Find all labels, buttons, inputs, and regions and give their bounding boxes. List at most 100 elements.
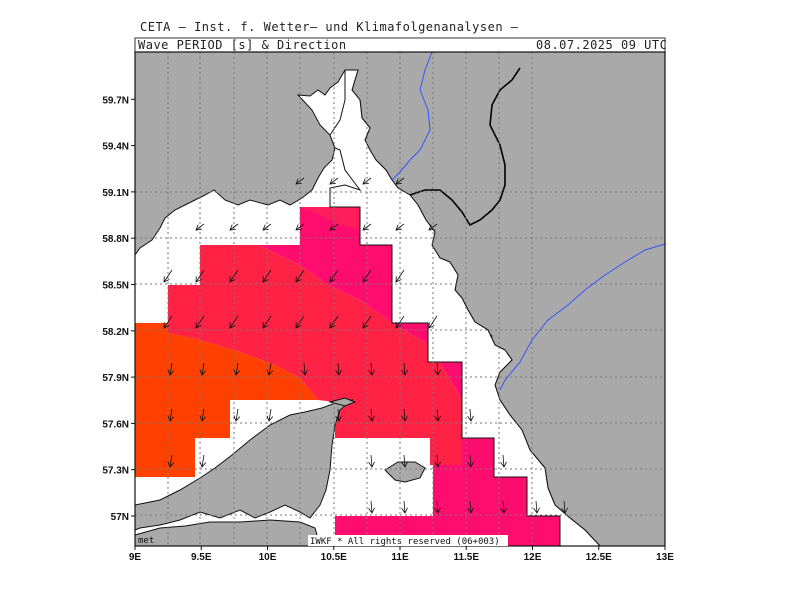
direction-arrow (335, 408, 342, 422)
direction-arrow (262, 269, 272, 283)
direction-arrow (395, 177, 405, 185)
header-frame (134, 37, 666, 53)
institute-title: CETA – Inst. f. Wetter– und Klimafolgena… (140, 20, 519, 34)
river-gota (499, 243, 666, 391)
x-tick-label: 9E (129, 552, 142, 563)
direction-arrow (199, 408, 207, 422)
direction-arrow (295, 315, 305, 329)
x-tick-label: 11E (391, 552, 409, 563)
direction-arrow (368, 408, 375, 422)
direction-arrow (262, 223, 272, 231)
direction-arrow (362, 269, 372, 283)
y-tick-label: 59.7N (102, 95, 129, 106)
direction-arrow (362, 177, 372, 185)
direction-arrow (229, 315, 239, 329)
y-tick-label: 57.3N (102, 466, 129, 477)
y-tick-label: 58.8N (102, 234, 129, 245)
direction-arrow (229, 223, 239, 231)
period-field-magenta (200, 207, 560, 546)
y-tick-label: 57.6N (102, 419, 129, 430)
valid-time: 08.07.2025 09 UTC (536, 38, 668, 52)
y-tick-label: 57N (111, 512, 129, 523)
direction-arrow (434, 454, 441, 468)
direction-arrow (199, 454, 207, 468)
direction-arrow (368, 454, 375, 468)
x-tick-label: 10E (259, 552, 277, 563)
direction-arrow (401, 362, 408, 376)
y-tick-label: 58.2N (102, 327, 129, 338)
direction-arrow (167, 362, 175, 376)
coastline-east (409, 67, 521, 227)
x-tick-label: 11.5E (453, 552, 479, 563)
direction-arrow (467, 500, 474, 514)
copyright-box (308, 535, 508, 546)
direction-arrow (500, 500, 507, 514)
direction-arrow (195, 269, 205, 283)
direction-arrow (266, 362, 274, 376)
direction-arrow (395, 315, 405, 329)
direction-arrow (195, 223, 205, 231)
land-skagen (328, 397, 357, 407)
land-laesoe (384, 461, 426, 483)
direction-arrow (395, 223, 405, 231)
direction-arrow (500, 454, 507, 468)
direction-arrow (395, 269, 405, 283)
y-axis: 57N 57.3N 57.6N 57.9N 58.2N 58.5N 58.8N 59.1N 59… (102, 95, 135, 523)
x-axis: 9E 9.5E 10E 10.5E 11E 11.5E 12E 12.5E 13E (129, 546, 674, 563)
direction-arrows (163, 177, 568, 514)
direction-arrow (329, 315, 339, 329)
x-tick-label: 12.5E (586, 552, 612, 563)
direction-arrow (266, 408, 274, 422)
oslofjord-sea (329, 69, 602, 547)
direction-arrow (401, 500, 408, 514)
period-field-top (300, 207, 360, 230)
y-tick-label: 58.5N (102, 281, 129, 292)
direction-arrow (199, 362, 207, 376)
direction-arrow (195, 315, 205, 329)
direction-arrow (229, 269, 239, 283)
copyright-label: IWKF * All rights reserved (06+003) (310, 537, 500, 547)
direction-arrow (467, 454, 474, 468)
direction-arrow (467, 408, 474, 422)
direction-arrow (329, 177, 339, 185)
direction-arrow (434, 408, 441, 422)
y-tick-label: 59.1N (102, 188, 129, 199)
land-denmark (134, 399, 354, 531)
direction-arrow (233, 408, 241, 422)
field-title: Wave_PERIOD_[s]_&_Direction (138, 38, 347, 52)
direction-arrow (167, 454, 175, 468)
y-tick-label: 59.4N (102, 142, 129, 153)
rivers (391, 51, 666, 391)
x-tick-label: 12E (524, 552, 542, 563)
direction-arrow (428, 223, 438, 231)
direction-arrow (163, 269, 173, 283)
direction-arrow (167, 408, 175, 422)
x-tick-label: 13E (656, 552, 674, 563)
direction-arrow (295, 269, 305, 283)
river-glomma (391, 51, 433, 181)
direction-arrow (434, 500, 441, 514)
direction-arrow (533, 500, 540, 514)
period-field-orange (135, 323, 318, 477)
direction-arrow (301, 362, 308, 376)
y-tick-label: 57.9N (102, 373, 129, 384)
direction-arrow (262, 315, 272, 329)
direction-arrow (163, 315, 173, 329)
direction-arrow (428, 315, 438, 329)
direction-arrow (329, 269, 339, 283)
direction-arrow (434, 362, 441, 376)
direction-arrow (401, 408, 408, 422)
direction-arrow (362, 315, 372, 329)
direction-arrow (401, 454, 408, 468)
direction-arrow (561, 500, 568, 514)
wave-period-fields (135, 207, 560, 546)
period-field-red (168, 245, 462, 465)
direction-arrow (329, 223, 339, 231)
direction-arrow (368, 362, 375, 376)
x-tick-label: 10.5E (321, 552, 347, 563)
direction-arrow (233, 362, 241, 376)
met-label: met (138, 536, 154, 546)
direction-arrow (362, 223, 372, 231)
grid-lines (135, 52, 665, 546)
